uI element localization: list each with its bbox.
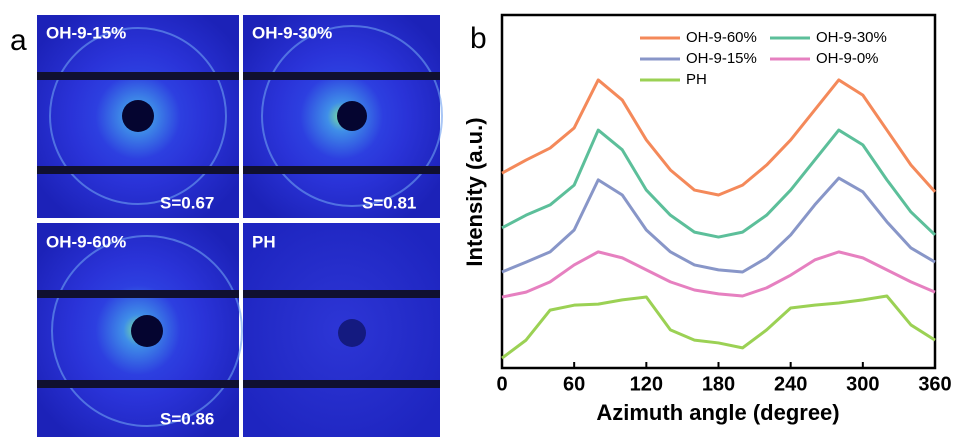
x-axis-title: Azimuth angle (degree) (596, 400, 839, 425)
pattern-tile: PH (243, 223, 440, 437)
order-parameter: S=0.81 (362, 193, 416, 212)
x-tick-label: 300 (846, 373, 879, 395)
panel-label: b (470, 22, 487, 55)
tile-title: OH-9-30% (252, 23, 332, 42)
x-tick-label: 0 (496, 373, 507, 395)
x-tick-label: 240 (774, 373, 807, 395)
series-line (501, 128, 937, 239)
legend-label: PH (686, 71, 707, 88)
legend-label: OH-9-30% (816, 29, 887, 46)
series-line (501, 250, 936, 299)
series-line (501, 294, 936, 360)
order-parameter: S=0.86 (160, 409, 214, 428)
x-tick-label: 180 (702, 373, 735, 395)
tile-title: OH-9-15% (46, 23, 126, 42)
panel-label: a (10, 24, 27, 57)
legend-label: OH-9-60% (686, 29, 757, 46)
y-axis-title: Intensity (a.u.) (462, 117, 487, 266)
pattern-tile: OH-9-60% S=0.86 (37, 223, 243, 437)
x-tick-label: 360 (918, 373, 951, 395)
tile-title: PH (252, 232, 276, 251)
series-line (501, 78, 937, 197)
x-tick-label: 120 (630, 373, 663, 395)
x-tick-label: 60 (563, 373, 585, 395)
legend-label: OH-9-0% (816, 50, 879, 67)
order-parameter: S=0.67 (160, 193, 214, 212)
pattern-tile: OH-9-30% S=0.81 (243, 15, 443, 218)
series-line (501, 176, 936, 274)
tile-title: OH-9-60% (46, 232, 126, 251)
pattern-tile: OH-9-15% S=0.67 (37, 15, 239, 218)
legend-label: OH-9-15% (686, 50, 757, 67)
